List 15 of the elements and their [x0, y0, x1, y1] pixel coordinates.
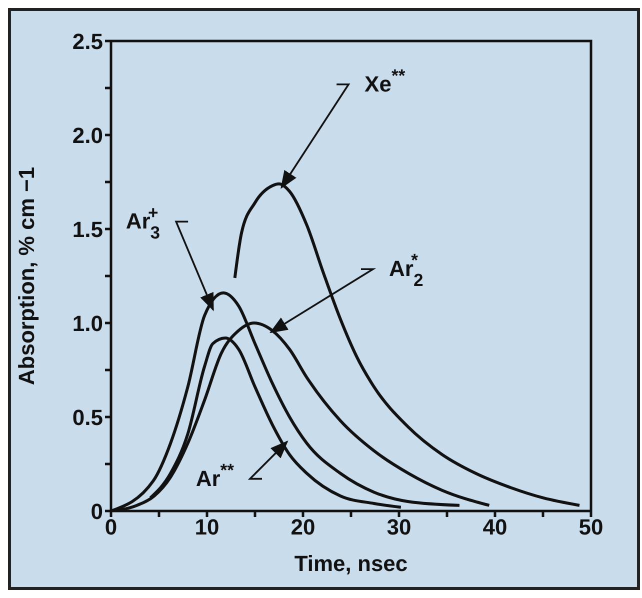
x-tick-label: 20	[290, 514, 316, 540]
x-tick-label: 10	[194, 514, 220, 540]
y-tick-label: 1.5	[72, 216, 103, 242]
y-tick-label: 0.5	[72, 404, 103, 430]
y-tick-label: 2.5	[72, 28, 103, 54]
y-axis-title: Absorption, % cm −1	[14, 166, 39, 386]
annotation: Ar$^{**}$	[196, 460, 234, 491]
x-tick-label: 40	[482, 514, 508, 540]
x-axis-title: Time, nsec	[294, 551, 408, 576]
annotation: Xe$^{**}$	[364, 65, 406, 96]
y-tick-label: 2.0	[72, 122, 103, 148]
x-tick-label: 30	[386, 514, 412, 540]
y-tick-label: 1.0	[72, 310, 103, 336]
y-tick-label: 0	[90, 498, 103, 524]
x-tick-label: 50	[578, 514, 604, 540]
